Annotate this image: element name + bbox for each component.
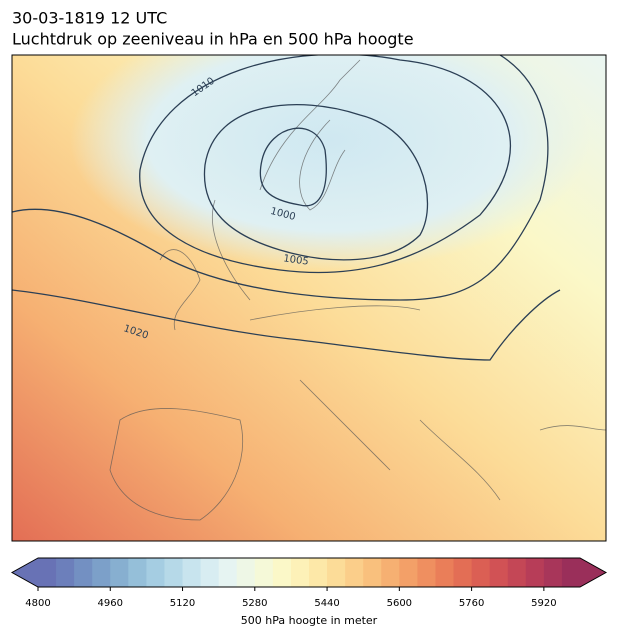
contour-label: 1005: [283, 253, 310, 267]
colorbar-segment: [200, 558, 220, 587]
colorbar-segment: [164, 558, 184, 587]
colorbar-segment: [110, 558, 129, 587]
colorbar-tick-label: 4960: [98, 598, 123, 609]
colorbar-tick-label: 5280: [242, 598, 267, 609]
colorbar-segment: [471, 558, 491, 587]
colorbar-segment: [543, 558, 563, 587]
colorbar-extend-high: [580, 558, 606, 587]
colorbar-segment: [146, 558, 165, 587]
colorbar-tick-label: 5920: [531, 598, 556, 609]
colorbar-segment: [128, 558, 147, 587]
colorbar-outline: [10, 557, 608, 588]
colorbar-segment: [525, 558, 545, 587]
colorbar-segment: [290, 558, 310, 587]
colorbar-segment: [309, 558, 328, 587]
colorbar-segment: [254, 558, 274, 587]
colorbar-segment: [489, 558, 509, 587]
colorbar-tick-label: 4800: [25, 598, 50, 609]
colorbar-segment: [38, 558, 57, 587]
colorbar-tick-label: 5120: [170, 598, 195, 609]
colorbar-segment: [74, 558, 93, 587]
colorbar-segment: [507, 558, 527, 587]
colorbar-segment: [218, 558, 238, 587]
colorbar-tick-label: 5440: [314, 598, 339, 609]
map-frame: [11, 54, 607, 542]
colorbar-segment: [561, 558, 581, 587]
colorbar-segment: [92, 558, 111, 587]
colorbar-segment: [435, 558, 455, 587]
subtitle: Luchtdruk op zeeniveau in hPa en 500 hPa…: [12, 30, 414, 49]
colorbar-extend-low: [12, 558, 38, 587]
colorbar-tick-label: 5600: [387, 598, 412, 609]
colorbar-segment: [345, 558, 364, 587]
colorbar-segment: [363, 558, 382, 587]
colorbar-segment: [272, 558, 292, 587]
colorbar: 4800 4960 5120 5280 5440 5600 5760 5920: [10, 557, 608, 609]
colorbar-tick-label: 5760: [459, 598, 484, 609]
colorbar-label: 500 hPa hoogte in meter: [241, 614, 378, 627]
colorbar-segment: [381, 558, 400, 587]
title: 30-03-1819 12 UTC: [12, 9, 167, 28]
colorbar-segment: [453, 558, 473, 587]
colorbar-segment: [417, 558, 436, 587]
colorbar-segment: [327, 558, 346, 587]
colorbar-segment: [56, 558, 75, 587]
map: [12, 55, 606, 541]
colorbar-segment: [399, 558, 418, 587]
colorbar-segment: [182, 558, 202, 587]
colorbar-segment: [236, 558, 256, 587]
